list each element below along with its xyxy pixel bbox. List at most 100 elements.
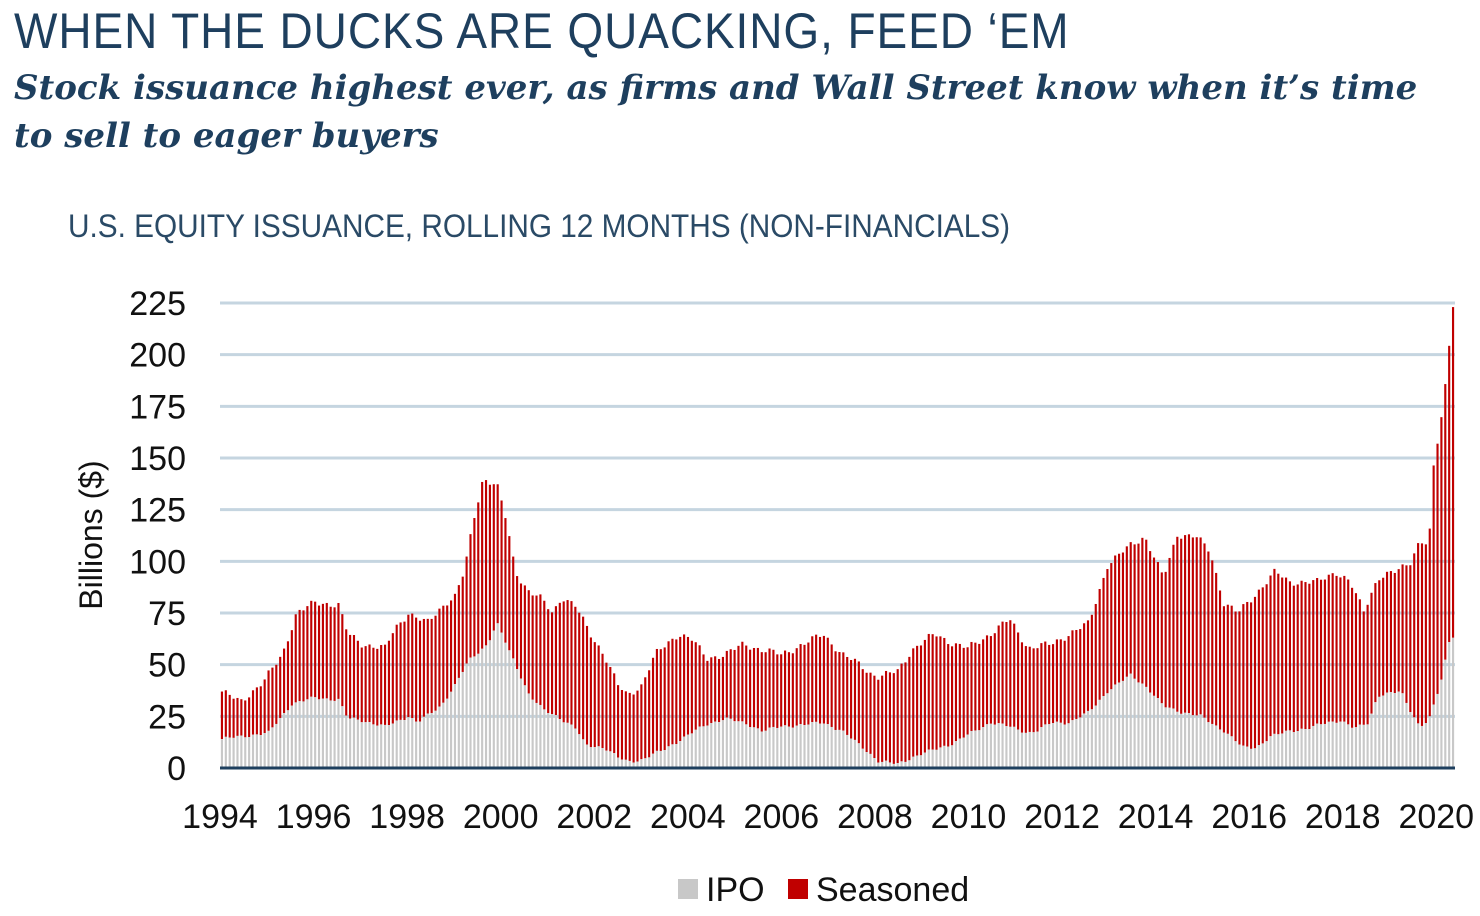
bar-seasoned — [1133, 544, 1136, 679]
bar-seasoned — [279, 656, 282, 718]
bar-ipo — [531, 699, 534, 768]
bar-seasoned — [1354, 593, 1358, 728]
bar-seasoned — [1331, 573, 1334, 722]
bar-seasoned — [807, 642, 810, 725]
bar-ipo — [1374, 702, 1377, 768]
bar-seasoned — [349, 634, 352, 719]
bar-ipo — [228, 737, 231, 768]
bar-seasoned — [1017, 632, 1020, 730]
bar-seasoned — [1145, 539, 1148, 687]
bar-ipo — [1009, 726, 1012, 768]
bar-ipo — [582, 739, 585, 768]
bar-ipo — [1296, 731, 1299, 768]
bar-ipo — [1312, 725, 1315, 768]
bar-ipo — [547, 713, 550, 768]
bar-seasoned — [356, 640, 359, 720]
bar-ipo — [1215, 725, 1218, 768]
bar-seasoned — [418, 620, 422, 722]
bar-seasoned — [372, 647, 375, 725]
y-tick-label-200: 200 — [129, 337, 186, 375]
bar-ipo — [1028, 731, 1031, 768]
bar-ipo — [1354, 727, 1358, 768]
bar-ipo — [764, 730, 767, 768]
bar-ipo — [426, 713, 429, 768]
bar-seasoned — [780, 654, 783, 727]
bar-ipo — [1133, 678, 1136, 768]
bar-ipo — [1001, 723, 1004, 768]
bar-seasoned — [450, 600, 453, 692]
bar-ipo — [488, 640, 491, 768]
bar-ipo — [1149, 692, 1152, 768]
bar-seasoned — [321, 603, 324, 699]
bar-ipo — [597, 746, 600, 768]
bar-seasoned — [415, 617, 418, 722]
bar-ipo — [912, 756, 915, 768]
bar-ipo — [908, 760, 911, 768]
bar-seasoned — [1393, 572, 1396, 694]
bar-ipo — [659, 750, 662, 768]
bar-ipo — [1413, 717, 1416, 768]
bar-seasoned — [826, 637, 829, 725]
bar-ipo — [1358, 724, 1361, 768]
bar-seasoned — [714, 656, 717, 722]
bar-ipo — [970, 730, 973, 768]
bar-seasoned — [290, 630, 293, 706]
bar-ipo — [283, 712, 286, 768]
bar-ipo — [415, 721, 418, 768]
bar-seasoned — [916, 645, 919, 756]
bar-ipo — [550, 714, 554, 768]
bar-seasoned — [1389, 571, 1392, 693]
bar-ipo — [1242, 745, 1245, 768]
bar-ipo — [1203, 717, 1206, 768]
bar-seasoned — [1378, 580, 1381, 697]
bar-ipo — [834, 729, 837, 768]
bar-ipo — [857, 743, 860, 768]
bar-ipo — [1017, 729, 1020, 768]
bar-ipo — [733, 721, 736, 768]
y-tick-label-75: 75 — [148, 595, 186, 633]
bar-seasoned — [1063, 640, 1066, 725]
bar-ipo — [1444, 659, 1447, 768]
bar-ipo — [1261, 743, 1264, 768]
bar-seasoned — [1250, 602, 1253, 749]
bar-seasoned — [492, 484, 495, 631]
bar-seasoned — [329, 606, 332, 701]
bar-ipo — [1121, 680, 1125, 768]
bar-ipo — [477, 653, 480, 768]
bar-ipo — [422, 716, 425, 768]
bar-seasoned — [605, 662, 608, 751]
bar-seasoned — [772, 649, 775, 727]
bar-ipo — [302, 701, 305, 768]
bar-seasoned — [554, 606, 558, 715]
bar-seasoned — [570, 601, 573, 725]
bar-ipo — [609, 751, 612, 768]
bar-ipo — [1180, 713, 1183, 768]
bar-ipo — [966, 734, 969, 768]
bar-ipo — [519, 678, 523, 768]
bar-ipo — [1397, 691, 1400, 768]
bar-ipo — [407, 717, 410, 768]
bar-seasoned — [1152, 557, 1156, 696]
bar-ipo — [360, 722, 363, 768]
bar-seasoned — [923, 639, 926, 753]
bar-seasoned — [481, 481, 484, 649]
bar-seasoned — [1156, 562, 1159, 699]
bar-seasoned — [1129, 542, 1132, 674]
bar-seasoned — [457, 585, 460, 678]
bar-seasoned — [1281, 577, 1284, 734]
x-tick-label-2008: 2008 — [837, 798, 913, 836]
bar-seasoned — [1312, 580, 1315, 726]
bar-ipo — [624, 759, 627, 768]
bar-seasoned — [1106, 569, 1109, 694]
bar-ipo — [644, 758, 647, 768]
bar-seasoned — [756, 647, 759, 729]
bar-seasoned — [884, 670, 888, 761]
bar-seasoned — [768, 648, 771, 728]
bar-ipo — [1405, 702, 1408, 768]
bar-ipo — [1044, 724, 1047, 768]
bar-ipo — [1292, 732, 1295, 768]
bar-seasoned — [387, 640, 391, 726]
bar-seasoned — [1048, 644, 1051, 725]
bar-ipo — [1020, 732, 1024, 768]
bar-seasoned — [698, 645, 701, 727]
